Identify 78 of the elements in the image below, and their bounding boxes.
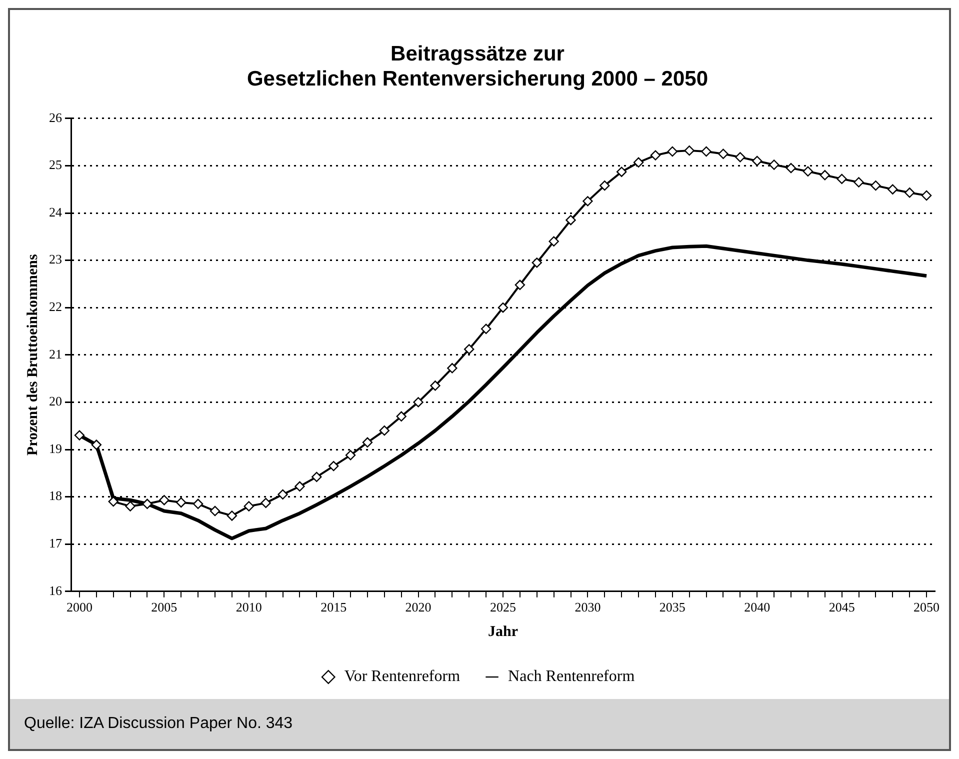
y-tick-label: 24 <box>49 204 62 220</box>
point <box>532 258 542 268</box>
point <box>548 236 559 246</box>
y-tick-label: 25 <box>49 157 62 172</box>
point <box>345 450 356 460</box>
point <box>836 174 847 184</box>
x-tick-label: 2030 <box>574 600 601 615</box>
chart-title: Beitragssätze zur Gesetzlichen Rentenversicherung 2000 – 2050 <box>246 42 708 91</box>
point <box>514 280 526 290</box>
y-tick-label: 16 <box>49 582 62 598</box>
point <box>582 196 593 206</box>
point <box>244 501 254 512</box>
point <box>752 156 762 166</box>
x-tick-label: 2020 <box>405 600 432 615</box>
y-tick-label: 20 <box>49 394 62 409</box>
point <box>125 501 136 512</box>
point <box>294 481 305 492</box>
x-axis-title: Jahr <box>488 624 518 640</box>
point <box>498 302 508 313</box>
point <box>278 489 288 500</box>
point <box>210 506 220 516</box>
y-tick-label: 21 <box>49 346 62 362</box>
point <box>464 344 474 354</box>
point <box>447 363 458 374</box>
point <box>379 425 390 436</box>
x-tick-label: 2000 <box>66 600 92 615</box>
x-tick-label: 2010 <box>236 600 262 615</box>
point <box>430 380 440 391</box>
point <box>786 162 796 174</box>
point <box>854 177 864 188</box>
y-tick-label: 18 <box>49 488 62 504</box>
x-tick-label: 2025 <box>490 600 516 615</box>
point <box>74 430 85 440</box>
point <box>176 497 186 508</box>
y-tick-label: 19 <box>49 440 62 456</box>
point <box>650 150 661 160</box>
legend-label: Vor Rentenreform <box>344 668 461 686</box>
point <box>684 145 694 156</box>
point <box>718 148 728 159</box>
point <box>820 170 830 180</box>
x-tick-label: 2050 <box>914 600 940 615</box>
point <box>566 214 576 226</box>
point <box>362 437 373 448</box>
point <box>667 146 678 157</box>
point <box>226 510 238 521</box>
x-tick-label: 2040 <box>744 600 770 615</box>
point <box>328 460 339 472</box>
point <box>312 472 322 482</box>
point <box>888 184 898 194</box>
x-tick-label: 2015 <box>320 600 347 615</box>
point <box>701 146 712 157</box>
point <box>91 440 102 450</box>
x-tick-label: 2035 <box>659 600 686 615</box>
point <box>260 498 271 508</box>
point <box>921 190 932 201</box>
y-tick-label: 26 <box>49 110 62 125</box>
point <box>396 411 406 422</box>
source-note: Quelle: IZA Discussion Paper No. 343 <box>24 715 293 733</box>
point <box>802 166 814 176</box>
y-tick-label: 17 <box>49 536 62 551</box>
point <box>413 397 424 408</box>
y-axis-title: Prozent des Bruttoeinkommens <box>24 254 41 456</box>
point <box>633 157 644 168</box>
point <box>616 166 627 177</box>
point <box>480 324 492 334</box>
y-tick-label: 23 <box>49 252 62 267</box>
point <box>600 180 610 191</box>
point <box>870 180 881 191</box>
y-tick-label: 22 <box>49 299 62 314</box>
point <box>159 495 170 506</box>
point <box>735 152 746 162</box>
legend-label: Nach Rentenreform <box>508 668 636 686</box>
point <box>768 160 780 170</box>
x-tick-label: 2045 <box>828 600 855 615</box>
point <box>192 498 204 509</box>
point <box>904 188 915 198</box>
x-tick-label: 2005 <box>151 600 178 615</box>
point <box>142 498 152 509</box>
